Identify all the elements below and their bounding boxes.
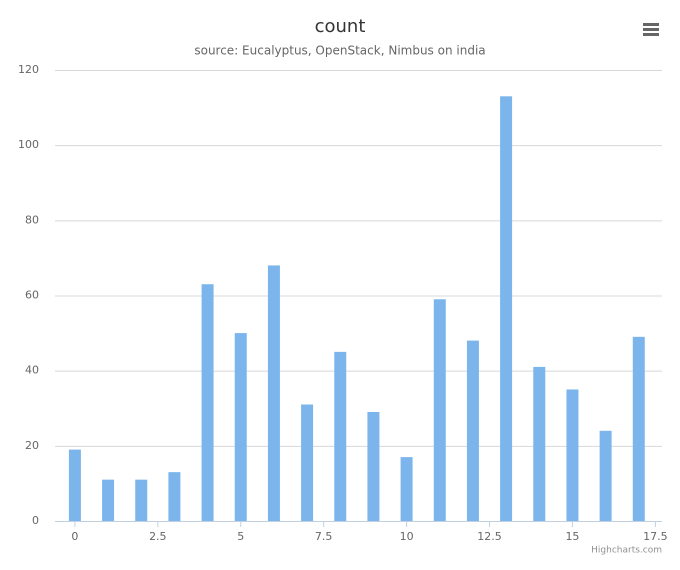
x-tick-label: 15: [565, 530, 579, 543]
chart-title: count: [315, 16, 366, 37]
bar: [201, 284, 214, 521]
x-tick-label: 2.5: [149, 530, 167, 543]
x-tick-label: 7.5: [315, 530, 333, 543]
bar: [234, 333, 247, 521]
bar: [68, 449, 81, 521]
y-tick-label: 20: [25, 439, 39, 452]
x-tick-label: 5: [237, 530, 244, 543]
x-tick-label: 0: [71, 530, 78, 543]
x-tick-label: 17.5: [643, 530, 668, 543]
bar: [533, 366, 546, 521]
y-tick-label: 100: [18, 138, 39, 151]
bar: [433, 299, 446, 521]
menu-button[interactable]: [638, 18, 662, 40]
bar: [500, 96, 513, 521]
chart-subtitle: source: Eucalyptus, OpenStack, Nimbus on…: [194, 44, 485, 58]
y-tick-label: 80: [25, 213, 39, 226]
bar: [466, 340, 479, 521]
bar: [267, 265, 280, 521]
x-tick-label: 12.5: [477, 530, 502, 543]
bar: [599, 430, 612, 521]
y-tick-label: 60: [25, 289, 39, 302]
y-tick-label: 40: [25, 364, 39, 377]
bar: [168, 472, 181, 521]
menu-icon[interactable]: [643, 23, 659, 36]
x-tick-label: 10: [400, 530, 414, 543]
bar: [632, 336, 645, 521]
bar: [135, 479, 148, 521]
credits[interactable]: Highcharts.com: [591, 546, 662, 556]
bar: [400, 457, 413, 521]
bar: [334, 351, 347, 521]
bar: [367, 412, 380, 521]
bar: [102, 479, 115, 521]
bar: [301, 404, 314, 521]
y-tick-label: 0: [32, 514, 39, 527]
bar: [566, 389, 579, 521]
y-tick-label: 120: [18, 63, 39, 76]
